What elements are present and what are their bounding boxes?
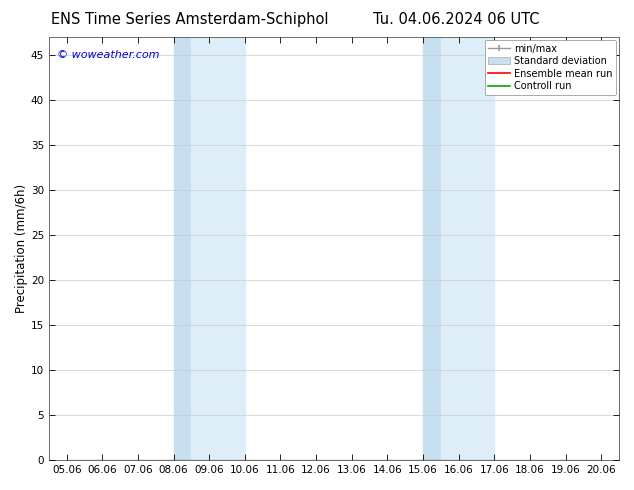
Bar	[441, 37, 495, 460]
Text: © woweather.com: © woweather.com	[58, 50, 160, 60]
Bar	[174, 37, 191, 460]
Y-axis label: Precipitation (mm/6h): Precipitation (mm/6h)	[15, 184, 28, 313]
Legend: min/max, Standard deviation, Ensemble mean run, Controll run: min/max, Standard deviation, Ensemble me…	[484, 40, 616, 95]
Bar	[191, 37, 245, 460]
Bar	[423, 37, 441, 460]
Text: Tu. 04.06.2024 06 UTC: Tu. 04.06.2024 06 UTC	[373, 12, 540, 27]
Text: ENS Time Series Amsterdam-Schiphol: ENS Time Series Amsterdam-Schiphol	[51, 12, 329, 27]
